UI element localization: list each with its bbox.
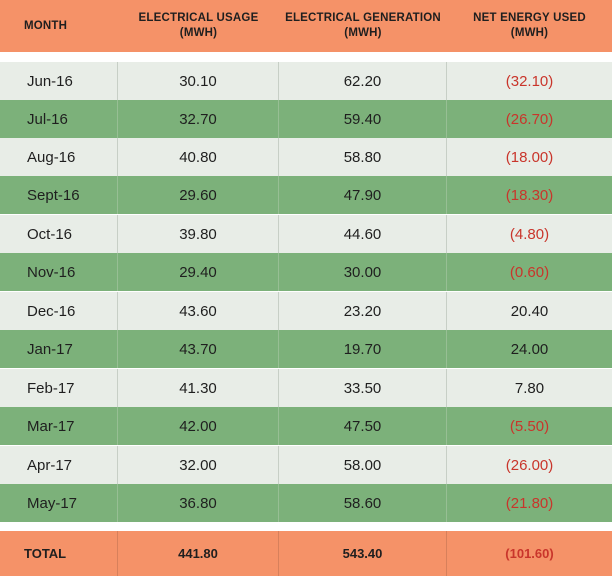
net-cell: (4.80) xyxy=(509,225,550,243)
month-cell: Jun-16 xyxy=(0,62,118,100)
generation-cell: 59.40 xyxy=(279,100,447,138)
net-cell: (18.30) xyxy=(505,186,554,204)
net-cell: (0.60) xyxy=(509,263,550,281)
usage-cell: 29.40 xyxy=(118,253,279,291)
net-cell: (18.00) xyxy=(505,148,554,166)
total-label: TOTAL xyxy=(0,531,118,576)
total-generation: 543.40 xyxy=(279,531,447,576)
header-usage-unit: (MWH) xyxy=(179,27,218,39)
usage-cell: 39.80 xyxy=(118,215,279,253)
header-generation-unit: (MWH) xyxy=(344,27,382,39)
month-cell: Dec-16 xyxy=(0,292,118,330)
usage-cell: 41.30 xyxy=(118,369,279,407)
table-row: Apr-17 32.00 58.00 (26.00) xyxy=(0,446,612,484)
header-net-unit: (MWH) xyxy=(510,27,549,39)
header-usage: ELECTRICAL USAGE (MWH) xyxy=(118,0,279,52)
net-cell: (5.50) xyxy=(509,417,550,435)
net-cell: (26.70) xyxy=(505,110,554,128)
net-cell: (32.10) xyxy=(505,72,554,90)
month-cell: Nov-16 xyxy=(0,253,118,291)
generation-cell: 33.50 xyxy=(279,369,447,407)
total-row: TOTAL 441.80 543.40 (101.60) xyxy=(0,531,612,576)
usage-cell: 30.10 xyxy=(118,62,279,100)
generation-cell: 19.70 xyxy=(279,330,447,368)
month-cell: Jul-16 xyxy=(0,100,118,138)
usage-cell: 29.60 xyxy=(118,176,279,214)
header-net-label: NET ENERGY USED xyxy=(473,12,586,24)
usage-cell: 43.70 xyxy=(118,330,279,368)
header-generation: ELECTRICAL GENERATION (MWH) xyxy=(279,0,447,52)
generation-cell: 58.00 xyxy=(279,446,447,484)
usage-cell: 40.80 xyxy=(118,138,279,176)
month-cell: Apr-17 xyxy=(0,446,118,484)
table-row: May-17 36.80 58.60 (21.80) xyxy=(0,484,612,522)
total-net: (101.60) xyxy=(505,546,554,561)
table-row: Feb-17 41.30 33.50 7.80 xyxy=(0,369,612,407)
header-net: NET ENERGY USED (MWH) xyxy=(447,0,612,52)
generation-cell: 62.20 xyxy=(279,62,447,100)
month-cell: May-17 xyxy=(0,484,118,522)
usage-cell: 32.70 xyxy=(118,100,279,138)
header-month: MONTH xyxy=(0,0,118,52)
header-month-label: MONTH xyxy=(24,19,68,32)
usage-cell: 36.80 xyxy=(118,484,279,522)
total-usage: 441.80 xyxy=(118,531,279,576)
table-row: Aug-16 40.80 58.80 (18.00) xyxy=(0,138,612,176)
table-row: Oct-16 39.80 44.60 (4.80) xyxy=(0,215,612,253)
net-cell: (21.80) xyxy=(505,494,554,512)
month-cell: Mar-17 xyxy=(0,407,118,445)
generation-cell: 23.20 xyxy=(279,292,447,330)
month-cell: Sept-16 xyxy=(0,176,118,214)
table-row: Jan-17 43.70 19.70 24.00 xyxy=(0,330,612,368)
generation-cell: 58.60 xyxy=(279,484,447,522)
table-row: Nov-16 29.40 30.00 (0.60) xyxy=(0,253,612,291)
generation-cell: 58.80 xyxy=(279,138,447,176)
table-row: Jun-16 30.10 62.20 (32.10) xyxy=(0,62,612,100)
header-usage-label: ELECTRICAL USAGE xyxy=(138,12,259,24)
usage-cell: 42.00 xyxy=(118,407,279,445)
generation-cell: 47.50 xyxy=(279,407,447,445)
table-row: Sept-16 29.60 47.90 (18.30) xyxy=(0,176,612,214)
table-header: MONTH ELECTRICAL USAGE (MWH) ELECTRICAL … xyxy=(0,0,612,52)
month-cell: Oct-16 xyxy=(0,215,118,253)
month-cell: Jan-17 xyxy=(0,330,118,368)
generation-cell: 30.00 xyxy=(279,253,447,291)
header-generation-label: ELECTRICAL GENERATION xyxy=(285,12,441,24)
month-cell: Feb-17 xyxy=(0,369,118,407)
generation-cell: 44.60 xyxy=(279,215,447,253)
table-row: Mar-17 42.00 47.50 (5.50) xyxy=(0,407,612,445)
usage-cell: 43.60 xyxy=(118,292,279,330)
generation-cell: 47.90 xyxy=(279,176,447,214)
net-cell: 20.40 xyxy=(510,302,549,320)
month-cell: Aug-16 xyxy=(0,138,118,176)
table-row: Dec-16 43.60 23.20 20.40 xyxy=(0,292,612,330)
table-row: Jul-16 32.70 59.40 (26.70) xyxy=(0,100,612,138)
net-cell: 24.00 xyxy=(510,340,549,358)
net-cell: 7.80 xyxy=(514,379,545,397)
usage-cell: 32.00 xyxy=(118,446,279,484)
net-cell: (26.00) xyxy=(505,456,554,474)
